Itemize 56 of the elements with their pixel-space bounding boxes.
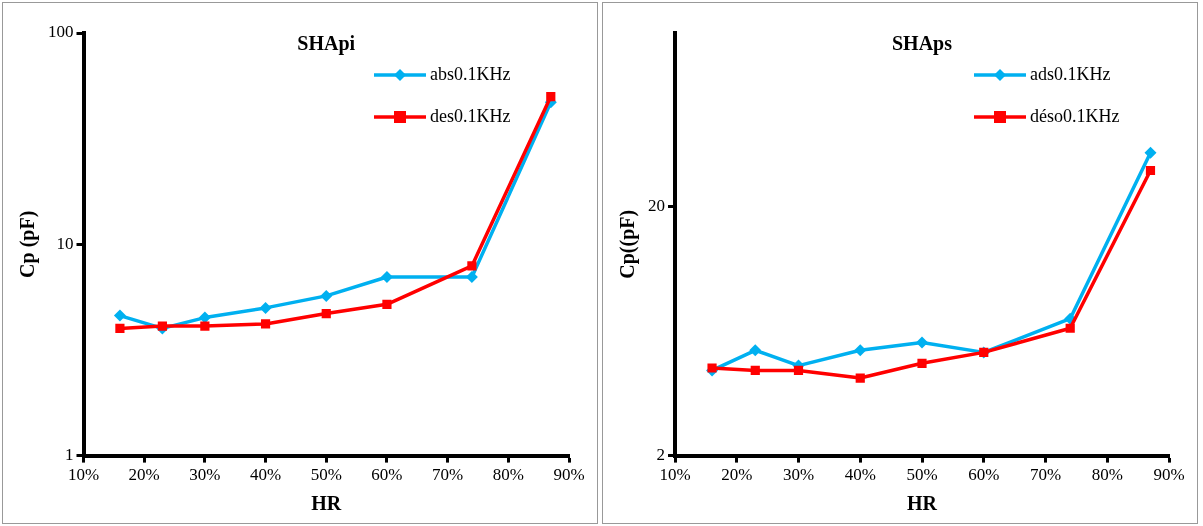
point: [113, 309, 126, 322]
x-tick-label: 10%: [659, 465, 691, 485]
y-tick-label: 2: [656, 445, 665, 465]
x-tick-label: 90%: [1153, 465, 1185, 485]
point: [320, 289, 333, 302]
x-tick-label: 40%: [844, 465, 876, 485]
point: [467, 261, 477, 271]
x-tick-label: 20%: [721, 465, 753, 485]
x-tick-label: 50%: [310, 465, 342, 485]
legend-label: des0.1KHz: [430, 105, 511, 126]
y-tick-label: 100: [48, 22, 74, 42]
x-tick-label: 70%: [432, 465, 464, 485]
x-axis-title: HR: [311, 492, 342, 515]
x-tick-label: 90%: [553, 465, 585, 485]
x-tick-label: 80%: [492, 465, 524, 485]
x-axis-title: HR: [907, 492, 938, 515]
x-tick-label: 10%: [67, 465, 100, 485]
x-tick-label: 20%: [128, 465, 160, 485]
point: [382, 299, 392, 309]
point: [321, 308, 331, 319]
point: [855, 373, 865, 383]
point: [917, 358, 927, 368]
point: [707, 363, 717, 373]
point: [793, 365, 804, 376]
y-tick-label: 10: [56, 233, 74, 253]
point: [854, 344, 867, 357]
x-tick-label: 40%: [249, 465, 282, 485]
y-axis-title: Cp((pF): [616, 209, 640, 279]
legend-label: déso0.1KHz: [1030, 105, 1120, 126]
point: [115, 323, 125, 333]
legend-label: abs0.1KHz: [430, 63, 511, 84]
point: [200, 321, 210, 331]
point: [1065, 323, 1075, 333]
x-tick-label: 30%: [782, 465, 815, 485]
point: [546, 92, 556, 102]
chart-title: SHAps: [891, 32, 953, 56]
x-tick-label: 60%: [371, 465, 403, 485]
y-axis-title: Cp (pF): [16, 210, 40, 278]
y-tick-label: 20: [648, 196, 665, 216]
x-tick-label: 60%: [968, 465, 1000, 485]
x-tick-label: 30%: [189, 465, 221, 485]
point: [1144, 146, 1157, 159]
legend-label: ads0.1KHz: [1030, 63, 1111, 84]
chart-title: SHApi: [297, 32, 356, 56]
y-tick-label: 1: [65, 445, 74, 465]
point: [749, 344, 762, 357]
point: [1145, 165, 1156, 176]
x-tick-label: 70%: [1029, 465, 1062, 485]
point: [157, 321, 167, 331]
point: [259, 301, 272, 314]
point: [916, 336, 928, 349]
x-tick-label: 50%: [906, 465, 938, 485]
point: [260, 319, 271, 329]
point: [380, 271, 393, 284]
x-tick-label: 80%: [1091, 465, 1123, 485]
point: [750, 365, 760, 376]
